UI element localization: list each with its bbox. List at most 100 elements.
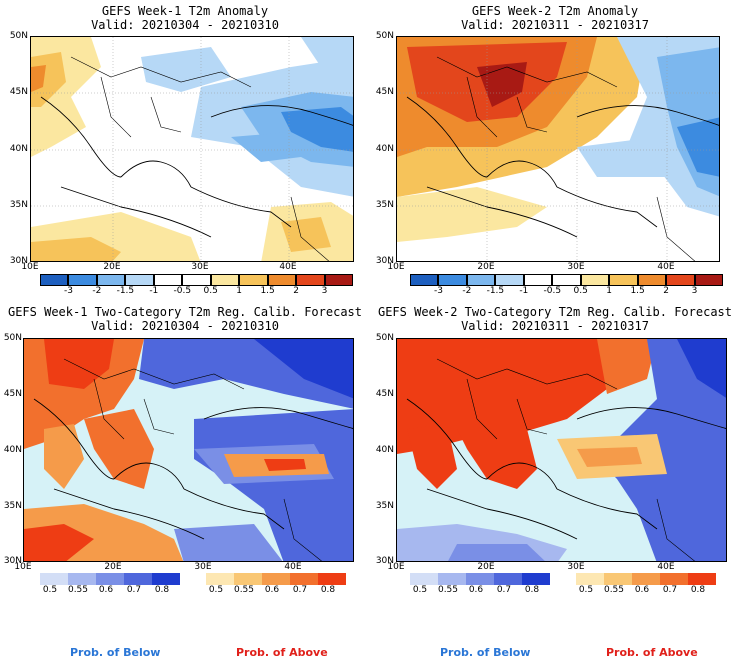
- colorbar-swatch: [410, 274, 439, 286]
- panel-title: GEFS Week-2 T2m Anomaly: [471, 4, 639, 18]
- below-colorbar: [410, 573, 550, 585]
- colorbar-label: 3: [321, 286, 328, 296]
- above-colorbar-label: 0.6: [264, 585, 280, 595]
- lat-label: 40N: [9, 144, 28, 154]
- lat-label: 40N: [375, 144, 394, 154]
- panel-week2-probability: GEFS Week-2 Two-Category T2m Reg. Calib.…: [370, 300, 740, 662]
- colorbar-label: -3: [63, 286, 73, 296]
- panel-week1-probability: GEFS Week-1 Two-Category T2m Reg. Calib.…: [0, 300, 370, 662]
- colorbar-label: 3: [691, 286, 698, 296]
- lat-label: 45N: [375, 389, 394, 399]
- colorbar-swatch: [324, 274, 353, 286]
- panel-week2-anomaly: GEFS Week-2 T2m Anomaly Valid: 20210311 …: [370, 0, 740, 300]
- above-colorbar-label: 0.55: [603, 585, 625, 595]
- below-colorbar-swatch: [494, 573, 522, 585]
- probability-map-graphic: [397, 339, 726, 561]
- colorbar-swatch: [666, 274, 695, 286]
- lon-label: 20E: [477, 262, 495, 272]
- above-colorbar: [576, 573, 716, 585]
- below-colorbar-swatch: [466, 573, 494, 585]
- lon-label: 10E: [387, 562, 405, 572]
- anomaly-map: [396, 36, 720, 262]
- panel-subtitle: Valid: 20210304 - 20210310: [91, 319, 279, 333]
- above-colorbar-swatch: [290, 573, 318, 585]
- probability-map-graphic: [24, 339, 353, 561]
- above-colorbar-swatch: [206, 573, 234, 585]
- colorbar-swatch: [239, 274, 268, 286]
- lat-label: 40N: [3, 445, 22, 455]
- above-colorbar-swatch: [688, 573, 716, 585]
- colorbar-swatch: [182, 274, 211, 286]
- above-colorbar-swatch: [660, 573, 688, 585]
- above-colorbar-swatch: [604, 573, 632, 585]
- lat-label: 30N: [375, 556, 394, 566]
- lon-label: 40E: [657, 262, 675, 272]
- colorbar-label: 1.5: [630, 286, 645, 296]
- colorbar-label: 0.5: [573, 286, 588, 296]
- lon-label: 40E: [657, 562, 675, 572]
- lat-label: 45N: [375, 87, 394, 97]
- colorbar-swatch: [609, 274, 638, 286]
- below-legend-title: Prob. of Below: [440, 646, 531, 659]
- below-legend-title: Prob. of Below: [70, 646, 161, 659]
- lon-label: 10E: [21, 262, 39, 272]
- above-colorbar-label: 0.8: [690, 585, 706, 595]
- above-colorbar-label: 0.7: [662, 585, 678, 595]
- colorbar-swatch: [296, 274, 325, 286]
- below-colorbar-label: 0.8: [154, 585, 170, 595]
- lat-label: 50N: [9, 31, 28, 41]
- above-colorbar-swatch: [576, 573, 604, 585]
- colorbar-label: -2: [462, 286, 472, 296]
- anomaly-map: [30, 36, 354, 262]
- lon-label: 20E: [103, 262, 121, 272]
- above-colorbar-swatch: [262, 573, 290, 585]
- colorbar-label: 1: [236, 286, 243, 296]
- lon-label: 40E: [284, 562, 302, 572]
- below-colorbar-label: 0.8: [524, 585, 540, 595]
- lat-label: 35N: [3, 501, 22, 511]
- above-colorbar-label: 0.55: [233, 585, 255, 595]
- colorbar-swatch: [438, 274, 467, 286]
- lat-label: 50N: [375, 333, 394, 343]
- below-colorbar-label: 0.7: [126, 585, 142, 595]
- panel-subtitle: Valid: 20210311 - 20210317: [461, 319, 649, 333]
- above-colorbar-label: 0.8: [320, 585, 336, 595]
- colorbar-swatch: [580, 274, 610, 286]
- above-colorbar-labels: 0.5 0.55 0.6 0.7 0.8: [206, 585, 346, 597]
- lon-label: 10E: [14, 562, 32, 572]
- lon-label: 30E: [191, 262, 209, 272]
- lat-label: 30N: [375, 256, 394, 266]
- lon-label: 20E: [104, 562, 122, 572]
- colorbar-label: 1: [606, 286, 613, 296]
- lon-label: 40E: [279, 262, 297, 272]
- lat-label: 30N: [9, 256, 28, 266]
- colorbar-label: 2: [663, 286, 669, 296]
- colorbar-label: -1: [519, 286, 529, 296]
- colorbar-swatch: [125, 274, 154, 286]
- colorbar-swatch: [637, 274, 667, 286]
- below-colorbar-label: 0.55: [437, 585, 459, 595]
- lon-label: 10E: [387, 262, 405, 272]
- below-colorbar-swatch: [522, 573, 550, 585]
- lat-label: 45N: [9, 87, 28, 97]
- above-colorbar-label: 0.5: [578, 585, 594, 595]
- above-colorbar-swatch: [234, 573, 262, 585]
- panel-subtitle: Valid: 20210304 - 20210310: [91, 18, 279, 32]
- lat-label: 30N: [3, 556, 22, 566]
- anomaly-map-graphic: [31, 37, 353, 261]
- lat-label: 35N: [9, 200, 28, 210]
- colorbar-swatch: [267, 274, 297, 286]
- below-colorbar-label: 0.5: [42, 585, 58, 595]
- above-legend-title: Prob. of Above: [236, 646, 328, 659]
- below-colorbar-swatch: [124, 573, 152, 585]
- above-colorbar-swatch: [632, 573, 660, 585]
- colorbar-swatch: [68, 274, 97, 286]
- colorbar-label: 1.5: [260, 286, 275, 296]
- colorbar-label: -1.5: [486, 286, 505, 296]
- probability-map: [23, 338, 354, 562]
- below-colorbar: [40, 573, 180, 585]
- anomaly-map-graphic: [397, 37, 719, 261]
- below-colorbar-swatch: [68, 573, 96, 585]
- colorbar-swatch: [466, 274, 496, 286]
- colorbar-swatch: [210, 274, 240, 286]
